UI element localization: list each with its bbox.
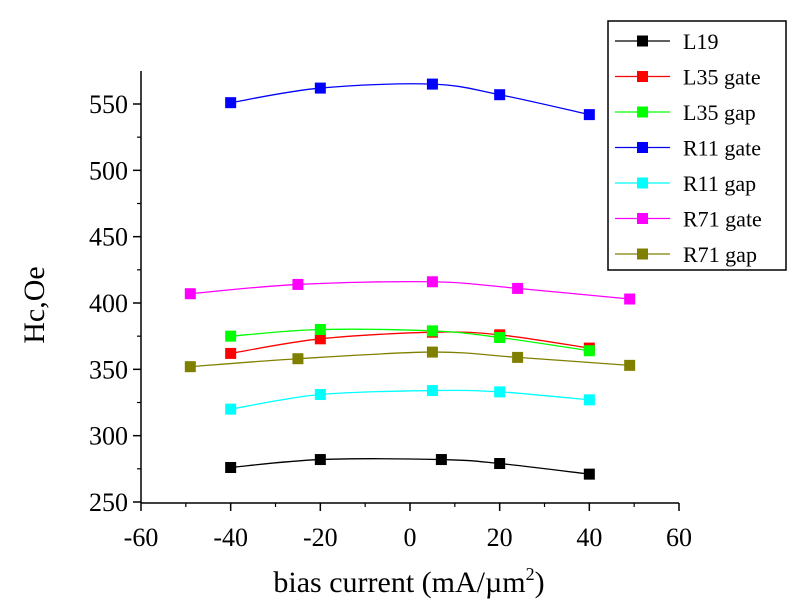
series-r71-gap [184, 346, 636, 373]
data-point [314, 454, 326, 466]
y-tick-label: 300 [89, 422, 128, 451]
data-point [184, 361, 196, 373]
data-point [512, 282, 524, 294]
x-axis-title-text: bias current (mA/µm [273, 566, 525, 599]
plot-axes [140, 71, 679, 504]
y-tick-label: 250 [89, 488, 128, 517]
data-point [314, 82, 326, 94]
x-tick-label: 60 [666, 523, 692, 552]
series-line [190, 351, 630, 368]
x-tick-label: 40 [576, 523, 602, 552]
series-l19 [225, 454, 595, 480]
legend: L19 L35 gate L35 gap R11 gate R11 gap R71 gat… [607, 20, 787, 271]
data-point [583, 345, 595, 357]
data-point [314, 333, 326, 345]
data-point [225, 347, 237, 359]
series-l35-gap [225, 324, 595, 357]
data-point [624, 359, 636, 371]
data-point [314, 389, 326, 401]
y-tick-label: 400 [89, 289, 128, 318]
x-tick-label: 0 [404, 523, 417, 552]
legend-label: R71 gap [683, 242, 757, 267]
data-point [512, 351, 524, 363]
legend-label: L35 gate [683, 65, 761, 90]
data-point [583, 109, 595, 121]
series-line [190, 280, 630, 300]
data-point [184, 288, 196, 300]
legend-label: L35 gap [683, 100, 756, 125]
series-r11-gap [225, 385, 595, 415]
data-point [426, 78, 438, 90]
series-line [230, 389, 590, 410]
x-axis-title: bias current (mA/µm2) [273, 564, 544, 599]
data-point [494, 458, 506, 470]
legend-item-r11-gate: R11 gate [615, 136, 761, 161]
x-axis-title-close: ) [535, 566, 545, 599]
data-point [624, 293, 636, 305]
legend-label: R71 gate [683, 207, 762, 232]
x-tick-label: -40 [213, 523, 248, 552]
legend-marker [637, 177, 648, 189]
x-axis-title-superscript: 2 [526, 564, 535, 584]
y-tick-label: 500 [89, 156, 128, 185]
series-r11-gate [225, 78, 595, 121]
data-point [225, 403, 237, 415]
legend-item-r11-gap: R11 gap [615, 171, 756, 196]
data-point [494, 89, 506, 101]
y-axis-ticks: 250 300 350 400 450 500 550 [89, 90, 141, 517]
legend-item-l35-gap: L35 gap [615, 100, 756, 125]
legend-label: L19 [683, 29, 718, 54]
legend-marker [637, 248, 648, 260]
legend-label: R11 gap [683, 171, 756, 196]
y-tick-label: 350 [89, 355, 128, 384]
legend-item-l19: L19 [615, 29, 718, 54]
plot-series [184, 78, 636, 480]
data-point [225, 462, 237, 474]
data-point [494, 331, 506, 343]
legend-marker [637, 213, 648, 224]
x-tick-label: 20 [487, 523, 513, 552]
data-point [426, 325, 438, 337]
legend-item-r71-gap: R71 gap [615, 242, 757, 267]
x-axis-ticks: -60 -40 -20 0 20 40 60 [124, 503, 692, 552]
data-point [225, 97, 237, 109]
data-point [583, 468, 595, 480]
series-r71-gate [184, 276, 636, 305]
data-point [426, 276, 438, 288]
legend-item-l35-gate: L35 gate [615, 65, 761, 90]
legend-marker [637, 142, 648, 153]
legend-marker [637, 71, 648, 82]
data-point [292, 353, 304, 365]
legend-marker [637, 35, 648, 47]
x-tick-label: -20 [303, 523, 338, 552]
y-axis-title: Hc,Oe [18, 266, 51, 343]
data-point [314, 324, 326, 336]
data-point [225, 330, 237, 342]
legend-item-r71-gate: R71 gate [615, 207, 762, 232]
data-point [494, 386, 506, 398]
x-tick-label: -60 [124, 523, 159, 552]
series-line [230, 458, 590, 475]
y-tick-label: 550 [89, 90, 128, 119]
y-tick-label: 450 [89, 223, 128, 252]
series-line [230, 83, 590, 116]
data-point [435, 454, 447, 466]
data-point [292, 278, 304, 290]
data-point [583, 394, 595, 406]
data-point [426, 385, 438, 397]
legend-label: R11 gate [683, 136, 761, 161]
legend-marker [637, 106, 648, 118]
data-point [426, 346, 438, 358]
